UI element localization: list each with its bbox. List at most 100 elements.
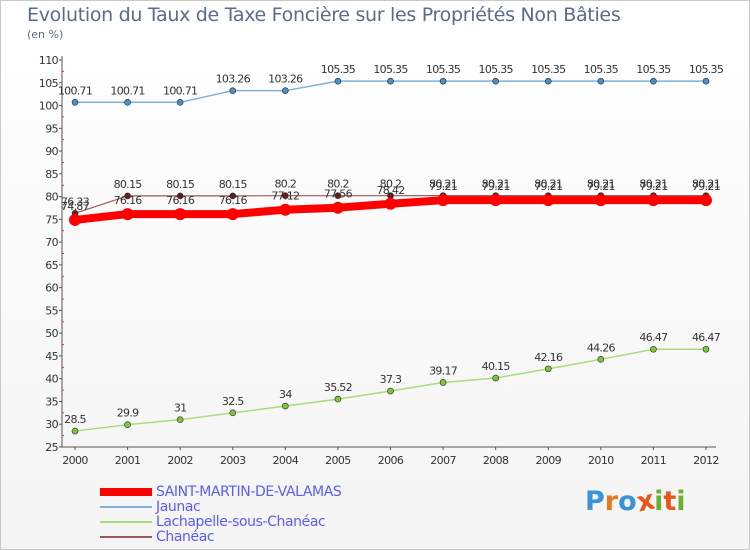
data-point — [334, 77, 342, 85]
data-label: 100.71 — [110, 84, 144, 97]
data-point — [176, 192, 184, 200]
data-label: 80.2 — [274, 178, 296, 191]
logo-letter: i — [676, 486, 686, 517]
data-point — [331, 201, 344, 214]
data-label: 35.52 — [324, 381, 352, 394]
data-label: 105.35 — [479, 63, 514, 76]
data-point — [650, 77, 657, 85]
data-label: 37.3 — [380, 373, 402, 386]
chart-title: Evolution du Taux de Taxe Foncière sur l… — [27, 4, 621, 26]
data-label: 31 — [174, 402, 187, 415]
y-tick-label: 70 — [45, 236, 58, 249]
data-point — [279, 203, 292, 216]
data-label: 79.21 — [639, 180, 667, 193]
data-label: 80.15 — [219, 178, 248, 191]
data-point — [437, 194, 450, 207]
legend-label: Jaunac — [156, 499, 201, 515]
data-point — [176, 98, 184, 106]
data-label: 39.17 — [429, 364, 458, 377]
y-tick-label: 65 — [45, 259, 58, 272]
legend-swatch — [100, 521, 152, 523]
data-point — [69, 213, 81, 226]
data-label: 103.26 — [216, 73, 251, 86]
data-point — [597, 77, 605, 85]
data-point — [229, 409, 237, 417]
data-point — [439, 379, 447, 386]
data-label: 80.15 — [114, 178, 143, 191]
data-label: 80.21 — [639, 178, 667, 191]
y-tick-label: 100 — [39, 100, 59, 113]
data-point — [282, 87, 289, 94]
data-label: 80.2 — [380, 178, 402, 191]
x-tick-label: 2002 — [167, 454, 193, 467]
data-point — [702, 345, 710, 353]
data-point — [439, 77, 447, 85]
data-label: 34 — [279, 388, 292, 401]
data-point — [229, 87, 237, 94]
data-label: 77.12 — [271, 190, 299, 203]
data-point — [544, 365, 552, 373]
data-label: 29.9 — [117, 407, 139, 420]
legend-label: SAINT-MARTIN-DE-VALAMAS — [156, 484, 342, 500]
data-point — [542, 194, 555, 207]
data-point — [71, 98, 79, 106]
y-tick-label: 30 — [45, 418, 58, 431]
proxiti-logo: Proxiti — [585, 485, 686, 519]
data-label: 80.21 — [587, 178, 615, 191]
data-label: 44.26 — [587, 341, 616, 354]
data-point — [121, 208, 134, 221]
data-label: 80.21 — [429, 178, 457, 191]
y-tick-label: 50 — [45, 327, 58, 340]
data-label: 76.33 — [61, 195, 90, 208]
y-tick-label: 95 — [45, 122, 58, 135]
x-tick-label: 2011 — [641, 454, 667, 467]
data-label: 80.21 — [534, 178, 562, 191]
y-tick-label: 35 — [45, 395, 58, 408]
data-label: 46.47 — [639, 331, 668, 344]
legend-swatch — [100, 536, 152, 538]
data-point — [176, 416, 184, 423]
data-label: 105.35 — [321, 63, 356, 76]
data-point — [387, 387, 394, 395]
data-point — [282, 402, 289, 410]
x-tick-label: 2003 — [220, 454, 246, 467]
data-label: 76.16 — [219, 194, 248, 207]
x-tick-label: 2004 — [273, 454, 299, 467]
data-label: 105.35 — [531, 63, 566, 76]
legend-swatch — [100, 488, 152, 496]
y-tick-label: 85 — [45, 168, 58, 181]
data-label: 105.35 — [689, 63, 724, 76]
legend-label: Chanéac — [156, 529, 215, 545]
data-label: 79.21 — [534, 180, 562, 193]
data-point — [597, 356, 605, 363]
data-label: 77.56 — [324, 188, 353, 201]
data-point — [387, 77, 394, 85]
logo-letter: r — [604, 486, 619, 517]
y-tick-label: 80 — [45, 191, 58, 204]
data-point — [229, 192, 237, 200]
data-label: 79.21 — [429, 180, 457, 193]
data-label: 46.47 — [692, 331, 721, 344]
data-point — [384, 197, 397, 210]
x-tick-label: 2008 — [483, 454, 509, 467]
data-label: 42.16 — [534, 351, 563, 364]
x-tick-label: 2005 — [325, 454, 351, 467]
x-tick-label: 2010 — [588, 454, 614, 467]
x-tick-label: 2000 — [62, 454, 88, 467]
data-label: 32.5 — [222, 395, 244, 408]
data-point — [174, 208, 187, 221]
data-point — [282, 192, 289, 199]
data-label: 105.35 — [636, 63, 671, 76]
data-label: 74.87 — [61, 200, 90, 213]
chart-subtitle: (en %) — [27, 28, 64, 41]
data-label: 80.15 — [166, 178, 195, 191]
x-tick-label: 2007 — [430, 454, 456, 467]
data-point — [124, 192, 131, 200]
data-point — [700, 194, 712, 207]
legend-label: Lachapelle-sous-Chanéac — [156, 514, 326, 530]
data-label: 100.71 — [163, 84, 197, 97]
data-label: 78.42 — [377, 184, 405, 197]
logo-letter: i — [654, 486, 664, 517]
